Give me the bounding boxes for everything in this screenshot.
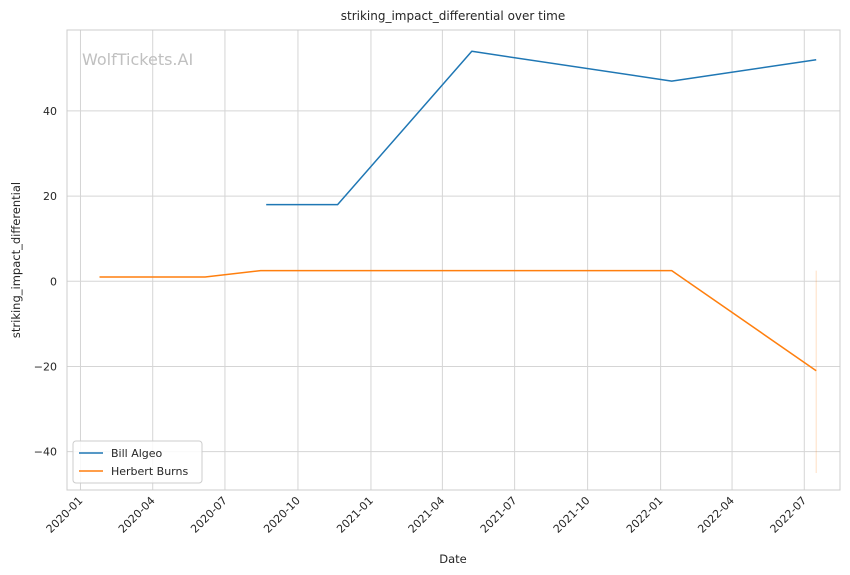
y-axis-title: striking_impact_differential [9,182,23,338]
y-tick-label: 40 [43,105,57,118]
legend-label-bill-algeo: Bill Algeo [111,447,163,460]
plot-area-frame [66,29,841,491]
legend: Bill Algeo Herbert Burns [72,440,203,484]
y-tick-label: 0 [50,275,57,288]
y-tick-label: −20 [34,360,57,373]
series-line-bill-algeo [266,50,817,206]
series-line-herbert-burns [99,269,817,372]
y-tick-label: −40 [34,446,57,459]
watermark-text: WolfTickets.AI [82,50,193,69]
x-axis-title: Date [439,552,467,566]
y-tick-label: 20 [43,190,57,203]
legend-box [72,440,203,484]
legend-label-herbert-burns: Herbert Burns [111,465,188,478]
y-axis-ticks: −40 −20 0 20 40 [34,105,57,459]
chart-title: striking_impact_differential over time [341,9,566,23]
series-lines [99,50,817,473]
